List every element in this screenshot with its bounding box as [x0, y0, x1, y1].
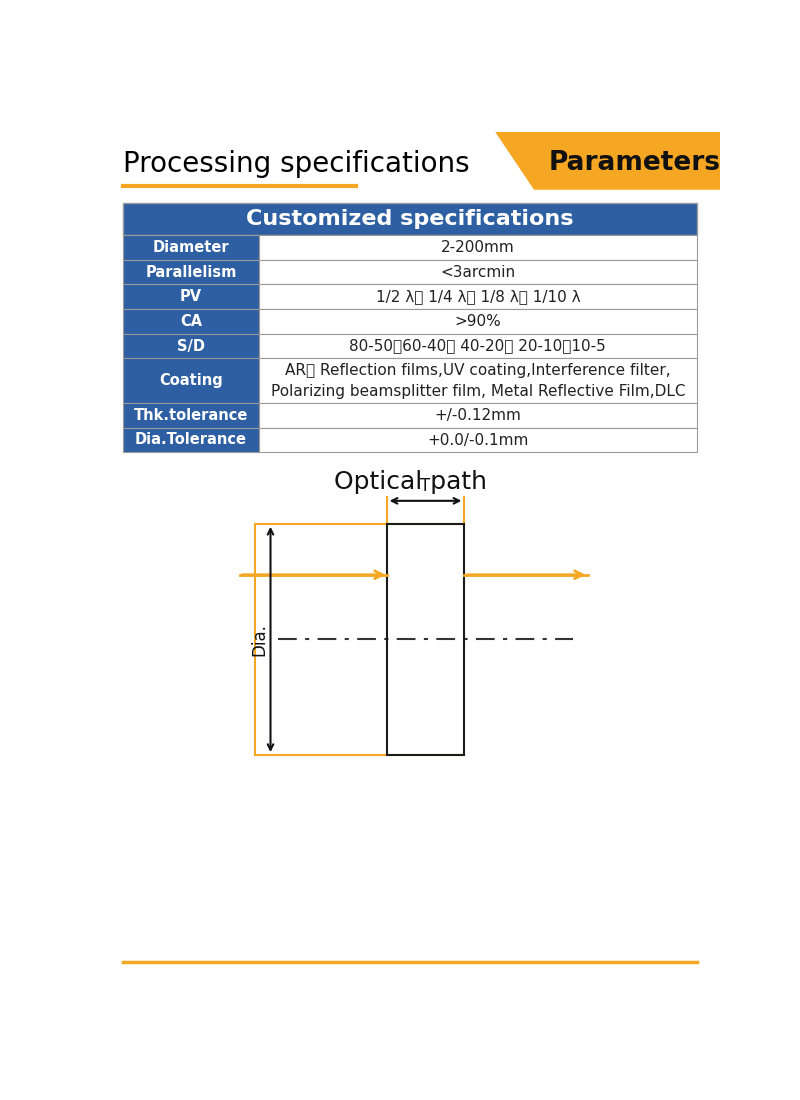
Text: PV: PV: [180, 289, 202, 305]
Text: S/D: S/D: [177, 339, 205, 353]
Bar: [259, 285, 697, 309]
Text: +/-0.12mm: +/-0.12mm: [434, 408, 522, 422]
Bar: [259, 260, 697, 285]
Bar: [259, 235, 697, 260]
Text: Coating: Coating: [159, 373, 223, 388]
Bar: [123, 202, 697, 235]
Bar: [259, 309, 697, 333]
Polygon shape: [495, 132, 720, 189]
Bar: [123, 359, 259, 403]
Bar: [123, 235, 259, 260]
Bar: [259, 428, 697, 452]
Text: 80-50、60-40、 40-20、 20-10、10-5: 80-50、60-40、 40-20、 20-10、10-5: [350, 339, 606, 353]
Bar: [123, 403, 259, 428]
Bar: [123, 285, 259, 309]
Bar: [386, 524, 464, 755]
Text: Parameters: Parameters: [549, 150, 721, 176]
Text: Processing specifications: Processing specifications: [123, 151, 470, 178]
Text: Customized specifications: Customized specifications: [246, 209, 574, 229]
Bar: [123, 309, 259, 333]
Text: Diameter: Diameter: [153, 240, 230, 255]
Bar: [259, 333, 697, 359]
Text: Dia.Tolerance: Dia.Tolerance: [135, 432, 247, 448]
Text: CA: CA: [180, 314, 202, 329]
Text: Dia.: Dia.: [250, 623, 269, 656]
Bar: [259, 359, 697, 403]
Text: Optical path: Optical path: [334, 470, 486, 494]
Text: >90%: >90%: [454, 314, 501, 329]
Bar: [123, 428, 259, 452]
Text: +0.0/-0.1mm: +0.0/-0.1mm: [427, 432, 529, 448]
Bar: [123, 260, 259, 285]
Bar: [259, 403, 697, 428]
Text: AR、 Reflection films,UV coating,Interference filter,
Polarizing beamsplitter fil: AR、 Reflection films,UV coating,Interfer…: [270, 363, 685, 398]
Text: T: T: [420, 476, 430, 495]
Text: Parallelism: Parallelism: [146, 265, 237, 279]
Text: 1/2 λ、 1/4 λ、 1/8 λ、 1/10 λ: 1/2 λ、 1/4 λ、 1/8 λ、 1/10 λ: [375, 289, 580, 305]
Text: <3arcmin: <3arcmin: [440, 265, 515, 279]
Bar: [123, 333, 259, 359]
Text: 2-200mm: 2-200mm: [441, 240, 514, 255]
Text: Thk.tolerance: Thk.tolerance: [134, 408, 248, 422]
